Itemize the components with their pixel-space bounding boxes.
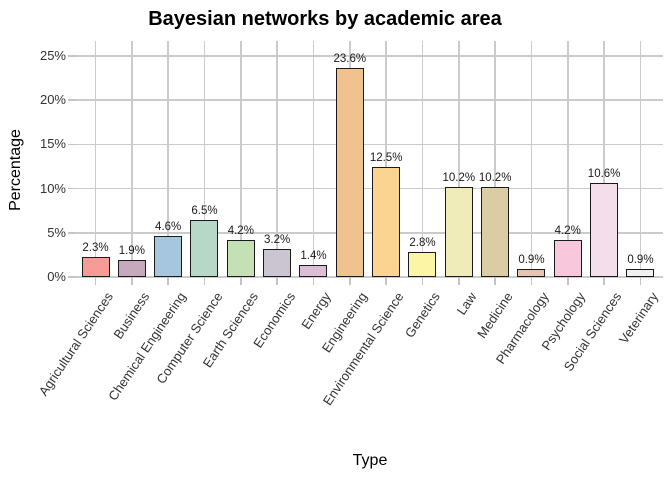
gridline-vertical xyxy=(94,41,97,277)
bar-value-label: 4.2% xyxy=(227,224,254,237)
gridline-vertical xyxy=(494,41,496,277)
y-tick-label: 0% xyxy=(47,269,66,284)
gridline-horizontal xyxy=(75,55,663,57)
bar-value-label: 0.9% xyxy=(627,254,654,267)
bar xyxy=(444,186,473,277)
gridline-vertical xyxy=(131,41,133,277)
bar xyxy=(517,269,546,277)
y-axis-tick xyxy=(68,143,75,146)
x-axis-tick xyxy=(312,277,315,285)
gridline-vertical xyxy=(639,41,642,277)
x-tick-label: Agricultural Sciences xyxy=(35,289,117,399)
y-tick-label: 20% xyxy=(39,92,66,108)
x-axis-tick xyxy=(421,277,424,285)
x-axis-tick xyxy=(639,277,642,285)
bar xyxy=(81,256,110,277)
gridline-vertical xyxy=(312,41,315,277)
bar xyxy=(553,239,582,277)
gridline-horizontal xyxy=(75,99,663,101)
x-axis-tick xyxy=(131,277,133,285)
bar-value-label: 12.5% xyxy=(369,151,403,164)
gridline-vertical xyxy=(567,41,569,277)
bar-value-label: 1.4% xyxy=(300,249,327,262)
x-axis-tick xyxy=(603,277,605,285)
bar-value-label: 4.2% xyxy=(554,224,581,237)
gridline-horizontal xyxy=(75,232,663,234)
bar-value-label: 0.9% xyxy=(518,254,545,267)
bar xyxy=(335,68,364,277)
gridline-vertical xyxy=(603,41,605,277)
gridline-horizontal xyxy=(75,276,663,278)
bar xyxy=(481,186,510,277)
x-axis-tick xyxy=(458,277,460,285)
bar xyxy=(590,183,619,277)
gridline-vertical xyxy=(530,41,533,277)
x-axis-tick xyxy=(530,277,533,285)
bar xyxy=(226,239,255,277)
bar xyxy=(299,264,328,277)
gridline-vertical xyxy=(421,41,424,277)
x-tick-label: Genetics xyxy=(401,289,444,341)
gridline-vertical xyxy=(276,41,278,277)
bar-value-label: 3.2% xyxy=(264,233,291,246)
x-axis-tick xyxy=(349,277,351,285)
bar xyxy=(372,166,401,277)
y-axis-tick xyxy=(68,55,75,57)
x-axis-tick xyxy=(276,277,278,285)
y-tick-label: 5% xyxy=(47,224,66,240)
y-axis-tick xyxy=(68,232,75,234)
y-axis-tick xyxy=(68,187,75,190)
x-axis-tick xyxy=(203,277,206,285)
gridline-horizontal xyxy=(75,187,663,190)
y-axis-tick xyxy=(68,99,75,101)
bar xyxy=(408,252,437,277)
bar xyxy=(626,269,655,277)
x-tick-label: Energy xyxy=(298,289,335,332)
bar-value-label: 1.9% xyxy=(118,245,145,258)
bar xyxy=(190,219,219,277)
bar-value-label: 10.2% xyxy=(442,171,476,184)
bar-value-label: 2.8% xyxy=(409,237,436,250)
gridline-vertical xyxy=(458,41,460,277)
y-tick-label: 25% xyxy=(39,48,66,63)
x-axis-title: Type xyxy=(352,452,388,469)
gridline-horizontal xyxy=(75,143,663,146)
gridline-vertical xyxy=(203,41,206,277)
bar-value-label: 6.5% xyxy=(191,204,218,217)
x-axis-tick xyxy=(240,277,242,285)
bar-value-label: 10.6% xyxy=(587,168,621,181)
x-axis-tick xyxy=(385,277,387,285)
bar-value-label: 4.6% xyxy=(155,221,182,234)
y-tick-label: 10% xyxy=(39,180,66,196)
bar-value-label: 23.6% xyxy=(333,53,367,66)
x-axis-tick xyxy=(167,277,169,285)
gridline-vertical xyxy=(385,41,387,277)
x-axis-tick xyxy=(94,277,97,285)
x-axis-tick xyxy=(567,277,569,285)
x-axis-tick xyxy=(494,277,496,285)
bar-value-label: 2.3% xyxy=(82,241,109,254)
x-tick-label: Law xyxy=(453,289,480,318)
gridline-vertical xyxy=(240,41,242,277)
gridline-vertical xyxy=(167,41,169,277)
bar xyxy=(117,260,146,277)
bar xyxy=(154,236,183,277)
bar-value-label: 10.2% xyxy=(478,171,512,184)
y-tick-label: 15% xyxy=(39,136,66,152)
bar xyxy=(263,248,292,277)
y-axis-tick xyxy=(68,276,75,278)
chart-title: Bayesian networks by academic area xyxy=(148,8,502,30)
